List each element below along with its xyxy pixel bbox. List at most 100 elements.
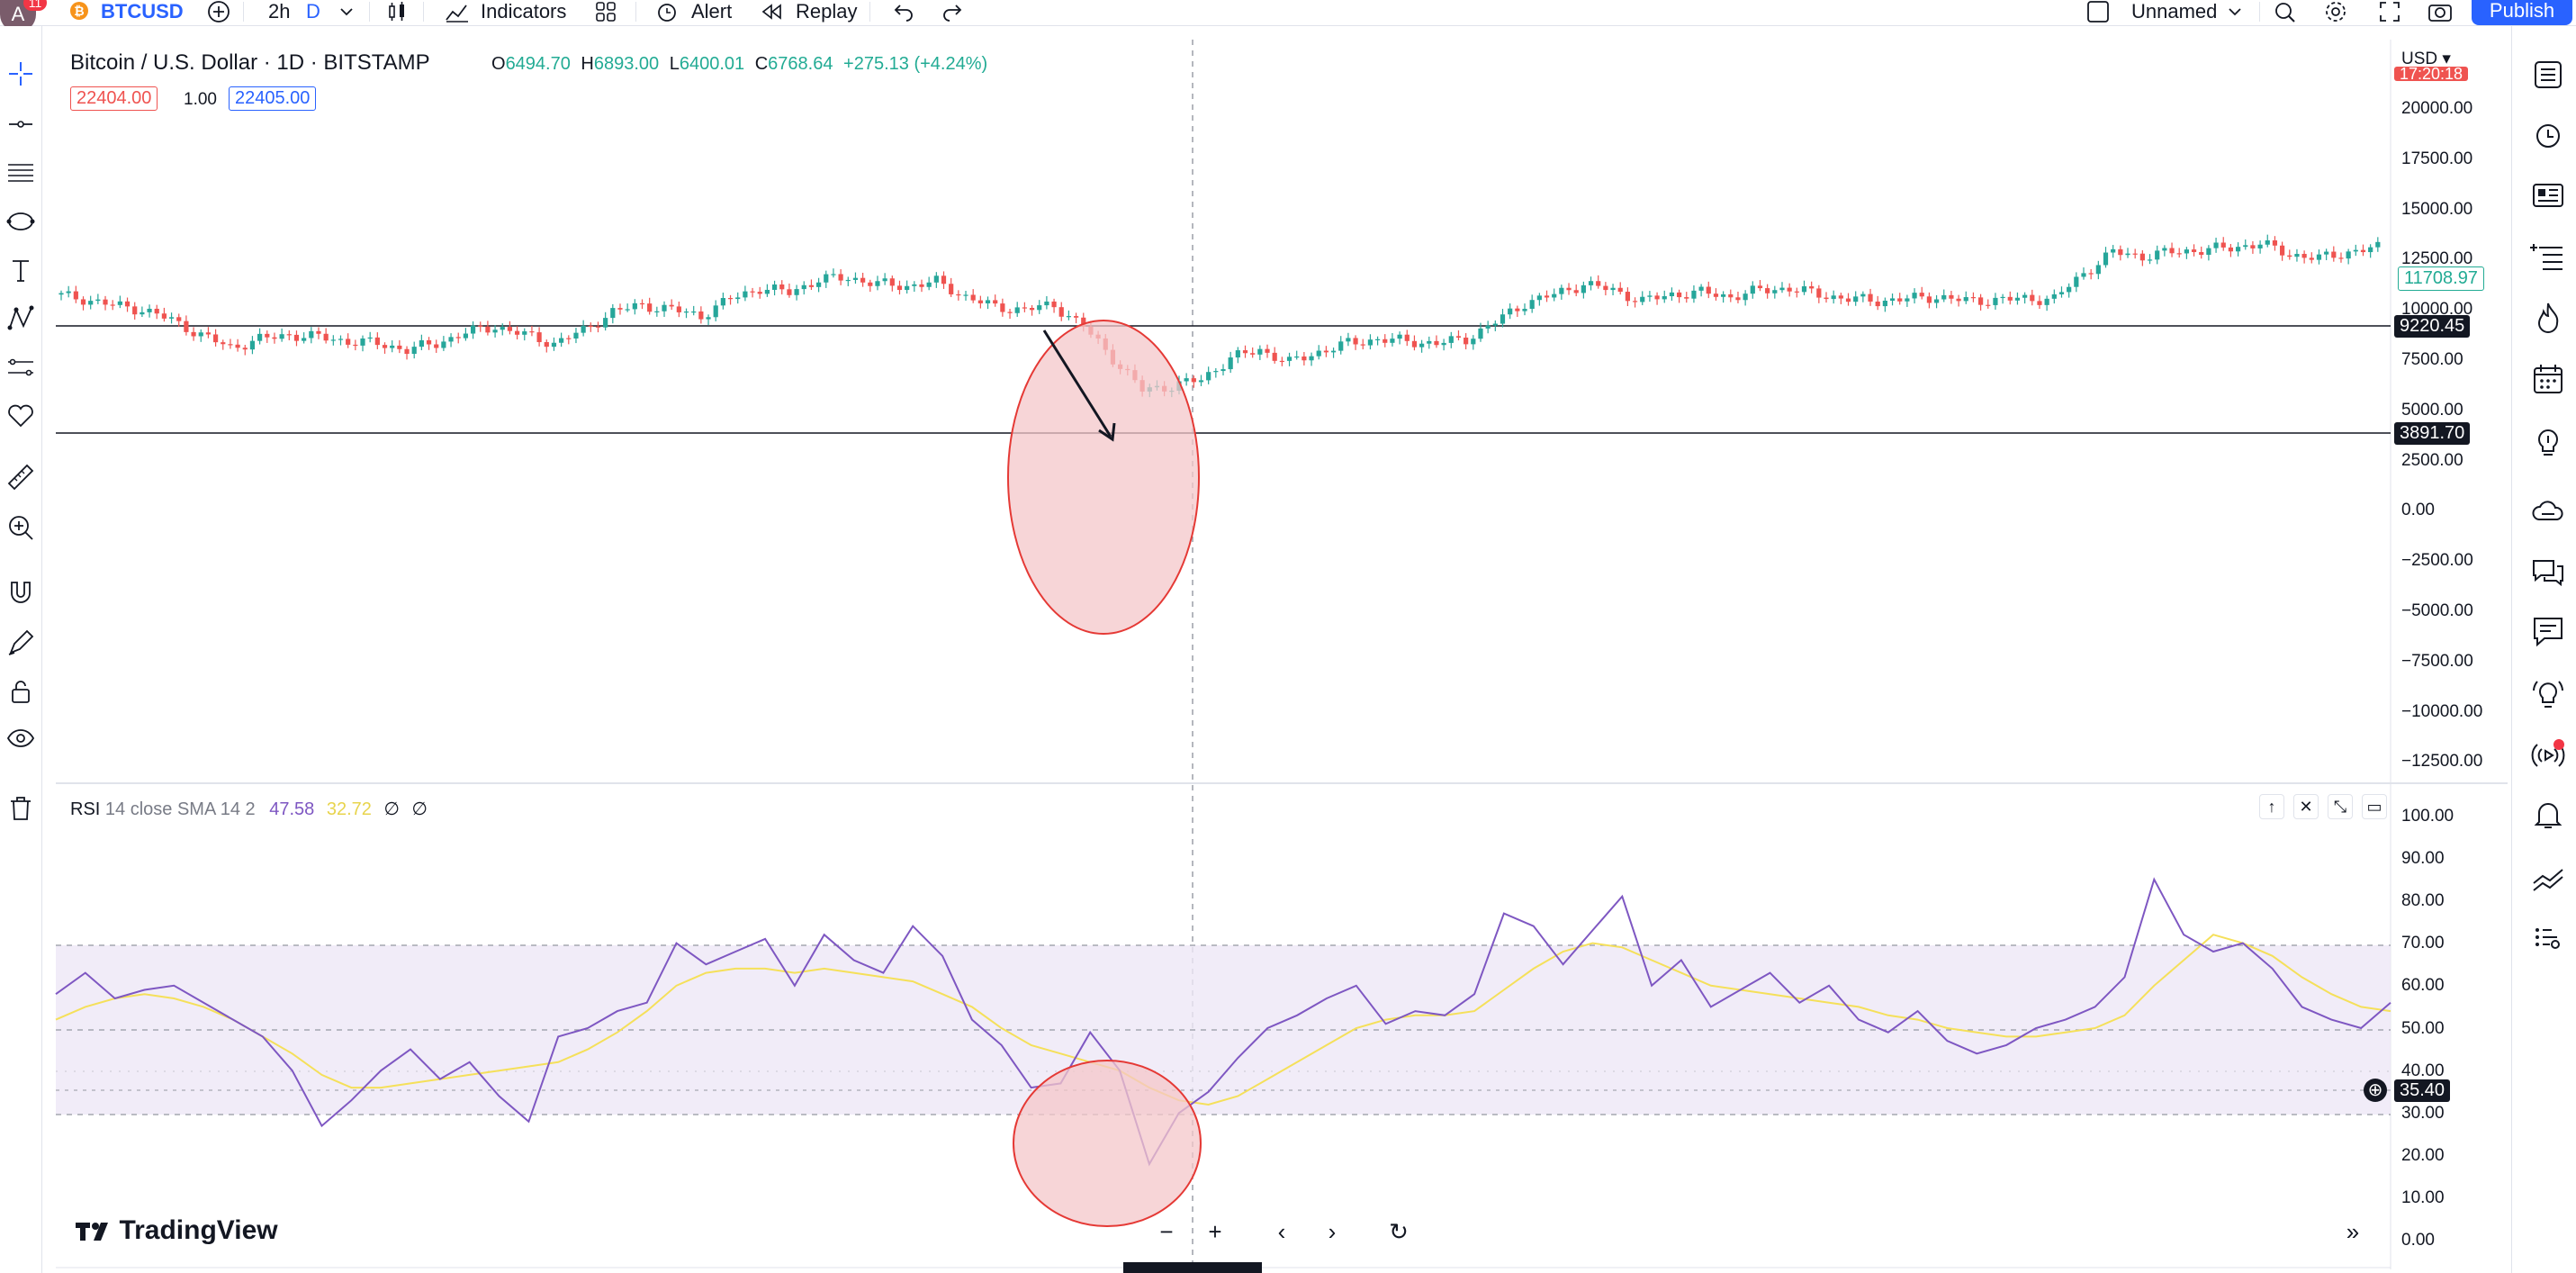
interval-mode-label[interactable]: D [306, 0, 320, 23]
news-icon[interactable] [2530, 177, 2566, 213]
layout-name-button[interactable]: Unnamed [2131, 0, 2218, 23]
candle-body [1184, 378, 1189, 382]
candle-body [1529, 300, 1535, 310]
scroll-right-button[interactable]: › [1328, 1218, 1337, 1245]
publish-button[interactable]: Publish [2472, 0, 2572, 25]
add-list-icon[interactable] [2530, 239, 2566, 275]
trash-icon[interactable] [5, 793, 36, 824]
candle-body [941, 275, 947, 284]
watchlist-icon[interactable] [2530, 57, 2566, 93]
chart-title[interactable]: Bitcoin / U.S. Dollar · 1D · BITSTAMP [70, 50, 430, 75]
chevron-down-icon[interactable] [2221, 0, 2248, 23]
indicators-icon[interactable] [443, 0, 470, 23]
candles-style-icon[interactable] [383, 0, 410, 23]
candle-body [411, 347, 417, 355]
alarm-clock-icon[interactable] [653, 0, 680, 23]
candle-body [316, 330, 321, 334]
candle-body [390, 345, 395, 348]
gear-icon[interactable] [2322, 0, 2349, 23]
candle-body [816, 282, 822, 287]
streams-cloud-icon[interactable] [2530, 494, 2566, 530]
dom-dots-icon[interactable] [2530, 919, 2566, 955]
calendar-icon[interactable] [2530, 361, 2566, 397]
eye-icon[interactable] [5, 723, 36, 754]
rsi-sma-value: 32.72 [326, 799, 372, 819]
chevron-down-icon[interactable] [333, 0, 360, 23]
forecast-tool-icon[interactable] [5, 352, 36, 383]
candle-body [242, 348, 248, 350]
close-pane-icon[interactable]: ✕ [2293, 794, 2319, 819]
zoom-out-button[interactable]: − [1159, 1218, 1174, 1245]
compare-symbol-plus-icon[interactable] [205, 0, 232, 23]
add-plus-icon[interactable]: ⊕ [2364, 1079, 2387, 1102]
chat-message-icon[interactable] [2530, 613, 2566, 649]
buy-price-button[interactable]: 22405.00 [229, 86, 317, 111]
text-tool-icon[interactable] [5, 255, 36, 285]
alert-button[interactable]: Alert [691, 0, 733, 23]
move-pane-up-icon[interactable]: ↑ [2259, 794, 2284, 819]
trading-panel-icon[interactable] [2530, 860, 2566, 896]
candle-body [1816, 288, 1822, 298]
candle-body [2184, 249, 2189, 254]
alarm-clock-icon[interactable] [2530, 116, 2566, 152]
sell-price-button[interactable]: 22404.00 [70, 86, 158, 111]
candle-body [896, 285, 903, 291]
candle-body [1706, 286, 1711, 294]
rsi-legend[interactable]: RSI 14 close SMA 14 2 47.58 32.72 ∅ ∅ [70, 798, 428, 820]
currency-selector[interactable]: USD ▾ [2401, 50, 2451, 68]
pattern-shape-icon[interactable] [5, 206, 36, 237]
scroll-to-realtime-button[interactable]: » [2346, 1218, 2360, 1245]
candles-series [59, 234, 2381, 398]
candle-body [1603, 285, 1608, 291]
xabcd-pattern-icon[interactable] [5, 303, 36, 334]
heart-icon[interactable] [5, 401, 36, 431]
candle-body [147, 308, 152, 312]
live-broadcast-icon[interactable] [2530, 737, 2566, 773]
reset-chart-icon[interactable]: ↻ [1389, 1218, 1409, 1245]
ruler-icon[interactable] [5, 462, 36, 492]
collapse-pane-icon[interactable]: ⤡ [2328, 794, 2353, 819]
stay-in-drawing-mode-icon[interactable] [5, 627, 36, 658]
candle-body [522, 331, 527, 335]
candle-body [1831, 295, 1836, 300]
crosshair-icon[interactable] [5, 59, 36, 89]
candle-body [1993, 297, 1998, 305]
candle-body [1220, 369, 1226, 372]
trend-line-icon[interactable] [5, 109, 36, 140]
indicators-button[interactable]: Indicators [481, 0, 567, 23]
candle-body [1132, 370, 1138, 381]
undo-icon[interactable] [889, 0, 916, 23]
tradingview-logo[interactable]: TradingView [74, 1215, 278, 1246]
scroll-left-button[interactable]: ‹ [1277, 1218, 1286, 1245]
lock-icon[interactable] [5, 676, 36, 707]
price-axis-label: 12500.00 [2401, 249, 2473, 269]
technicals-bulb-icon[interactable] [2530, 674, 2566, 710]
candle-body [117, 301, 122, 305]
templates-grid-icon[interactable] [592, 0, 619, 23]
layout-checkbox-icon[interactable] [2085, 0, 2112, 23]
replay-rewind-icon[interactable] [758, 0, 785, 23]
fullscreen-icon[interactable] [2376, 0, 2403, 23]
zoom-in-button[interactable]: + [1208, 1218, 1222, 1245]
camera-icon[interactable] [2427, 0, 2454, 23]
search-icon[interactable] [2272, 0, 2299, 23]
notifications-bell-icon[interactable] [2530, 797, 2566, 833]
ideas-lightbulb-icon[interactable] [2530, 422, 2566, 458]
candle-body [1735, 297, 1741, 301]
magnet-icon[interactable] [5, 577, 36, 608]
chats-icon[interactable] [2530, 554, 2566, 590]
interval-button[interactable]: 2h [268, 0, 291, 23]
redo-icon[interactable] [940, 0, 967, 23]
maximize-pane-icon[interactable]: ▭ [2362, 794, 2387, 819]
symbol-search-button[interactable]: BTCUSD [101, 0, 184, 23]
candle-body [1787, 287, 1792, 292]
hotlist-flame-icon[interactable] [2530, 300, 2566, 336]
candle-body [1875, 301, 1880, 307]
candle-body [382, 345, 388, 348]
replay-button[interactable]: Replay [796, 0, 858, 23]
fib-retracement-icon[interactable] [5, 158, 36, 188]
candle-body [1147, 387, 1152, 392]
candle-body [455, 337, 461, 339]
zoom-in-icon[interactable] [5, 512, 36, 543]
